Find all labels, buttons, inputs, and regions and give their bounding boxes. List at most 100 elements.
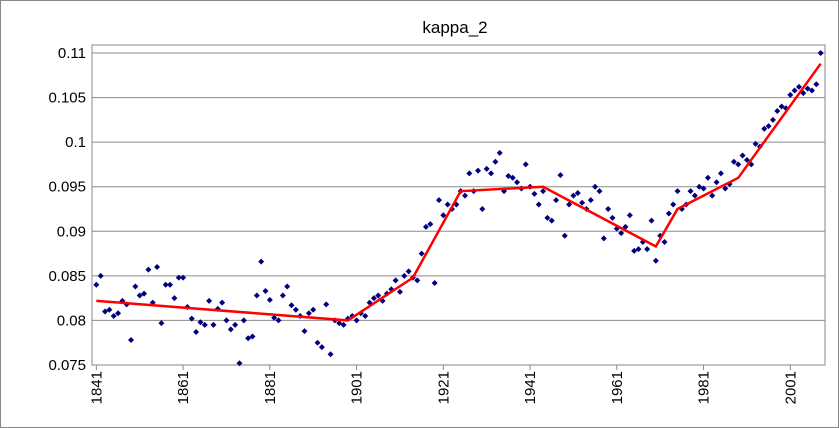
- data-point: [93, 281, 100, 288]
- data-point: [132, 283, 139, 290]
- chart-title: kappa_2: [422, 18, 487, 37]
- data-point: [418, 250, 425, 257]
- data-point: [370, 295, 377, 302]
- x-tick-label: 1841: [88, 371, 105, 404]
- data-point: [223, 317, 230, 324]
- data-point: [188, 315, 195, 322]
- data-point: [301, 328, 308, 335]
- data-point: [462, 192, 469, 199]
- data-point: [570, 192, 577, 199]
- data-point: [362, 312, 369, 319]
- data-point: [314, 339, 321, 346]
- data-point: [167, 281, 174, 288]
- data-point: [154, 263, 161, 270]
- data-point: [579, 199, 586, 206]
- data-point: [696, 183, 703, 190]
- data-point: [804, 85, 811, 92]
- data-point: [197, 319, 204, 326]
- data-point: [206, 297, 213, 304]
- data-point: [743, 156, 750, 163]
- data-point: [505, 173, 512, 180]
- data-point: [327, 351, 334, 358]
- y-tick-label: 0.08: [57, 312, 86, 329]
- data-point: [97, 272, 104, 279]
- data-point: [553, 197, 560, 204]
- data-point: [284, 283, 291, 290]
- data-point: [817, 50, 824, 56]
- data-point: [600, 235, 607, 242]
- data-point: [605, 206, 612, 212]
- data-point: [769, 116, 776, 123]
- data-point: [106, 306, 113, 313]
- data-point: [765, 123, 772, 130]
- data-point: [557, 172, 564, 179]
- data-point: [778, 103, 785, 110]
- data-point: [193, 329, 200, 336]
- data-point: [670, 201, 677, 208]
- x-tick-label: 1901: [349, 371, 366, 404]
- data-point: [353, 317, 360, 324]
- y-tick-label: 0.085: [48, 268, 86, 285]
- data-point: [626, 212, 633, 219]
- data-point: [687, 188, 694, 195]
- data-point: [427, 221, 434, 228]
- y-tick-label: 0.075: [48, 357, 86, 374]
- x-tick-label: 1981: [696, 371, 713, 404]
- data-point: [279, 292, 286, 299]
- data-point: [496, 149, 503, 156]
- data-point: [483, 165, 490, 172]
- data-point: [219, 299, 226, 306]
- data-point: [739, 152, 746, 159]
- data-point: [336, 320, 343, 327]
- y-tick-label: 0.11: [58, 45, 86, 62]
- data-point: [128, 337, 135, 344]
- data-point: [540, 188, 547, 195]
- data-point: [609, 214, 616, 221]
- data-point: [475, 167, 482, 174]
- data-point: [310, 306, 317, 313]
- data-point: [644, 246, 651, 253]
- data-point: [635, 246, 642, 253]
- data-point: [661, 238, 668, 245]
- data-point: [479, 206, 486, 212]
- data-point: [722, 185, 729, 192]
- data-point: [275, 317, 282, 324]
- data-point: [730, 158, 737, 165]
- data-point: [292, 306, 299, 313]
- data-point: [258, 258, 265, 265]
- data-point: [596, 188, 603, 195]
- data-point: [648, 217, 655, 224]
- fit-line: [96, 62, 822, 322]
- data-point: [136, 292, 143, 299]
- data-point: [431, 279, 438, 286]
- data-point: [509, 174, 516, 181]
- data-point: [396, 288, 403, 295]
- data-point: [514, 179, 521, 186]
- data-point: [141, 290, 148, 297]
- data-point: [488, 170, 495, 177]
- data-point: [535, 201, 542, 208]
- data-point: [791, 87, 798, 94]
- data-point: [713, 179, 720, 186]
- data-point: [145, 266, 152, 273]
- data-point: [102, 308, 109, 315]
- data-point: [162, 281, 169, 288]
- data-point: [735, 161, 742, 168]
- data-point: [435, 197, 442, 204]
- data-point: [422, 223, 429, 230]
- data-point: [631, 247, 638, 254]
- data-point: [227, 326, 234, 333]
- data-point: [674, 188, 681, 195]
- data-point: [592, 183, 599, 190]
- data-point: [171, 295, 178, 302]
- y-tick-label: 0.105: [48, 90, 86, 107]
- x-tick-label: 1941: [522, 371, 539, 404]
- data-point: [444, 201, 451, 208]
- data-point: [323, 301, 330, 308]
- data-point: [305, 310, 312, 317]
- data-point: [405, 268, 412, 275]
- data-point: [466, 170, 473, 177]
- x-tick-label: 1861: [175, 371, 192, 404]
- data-point: [240, 317, 247, 324]
